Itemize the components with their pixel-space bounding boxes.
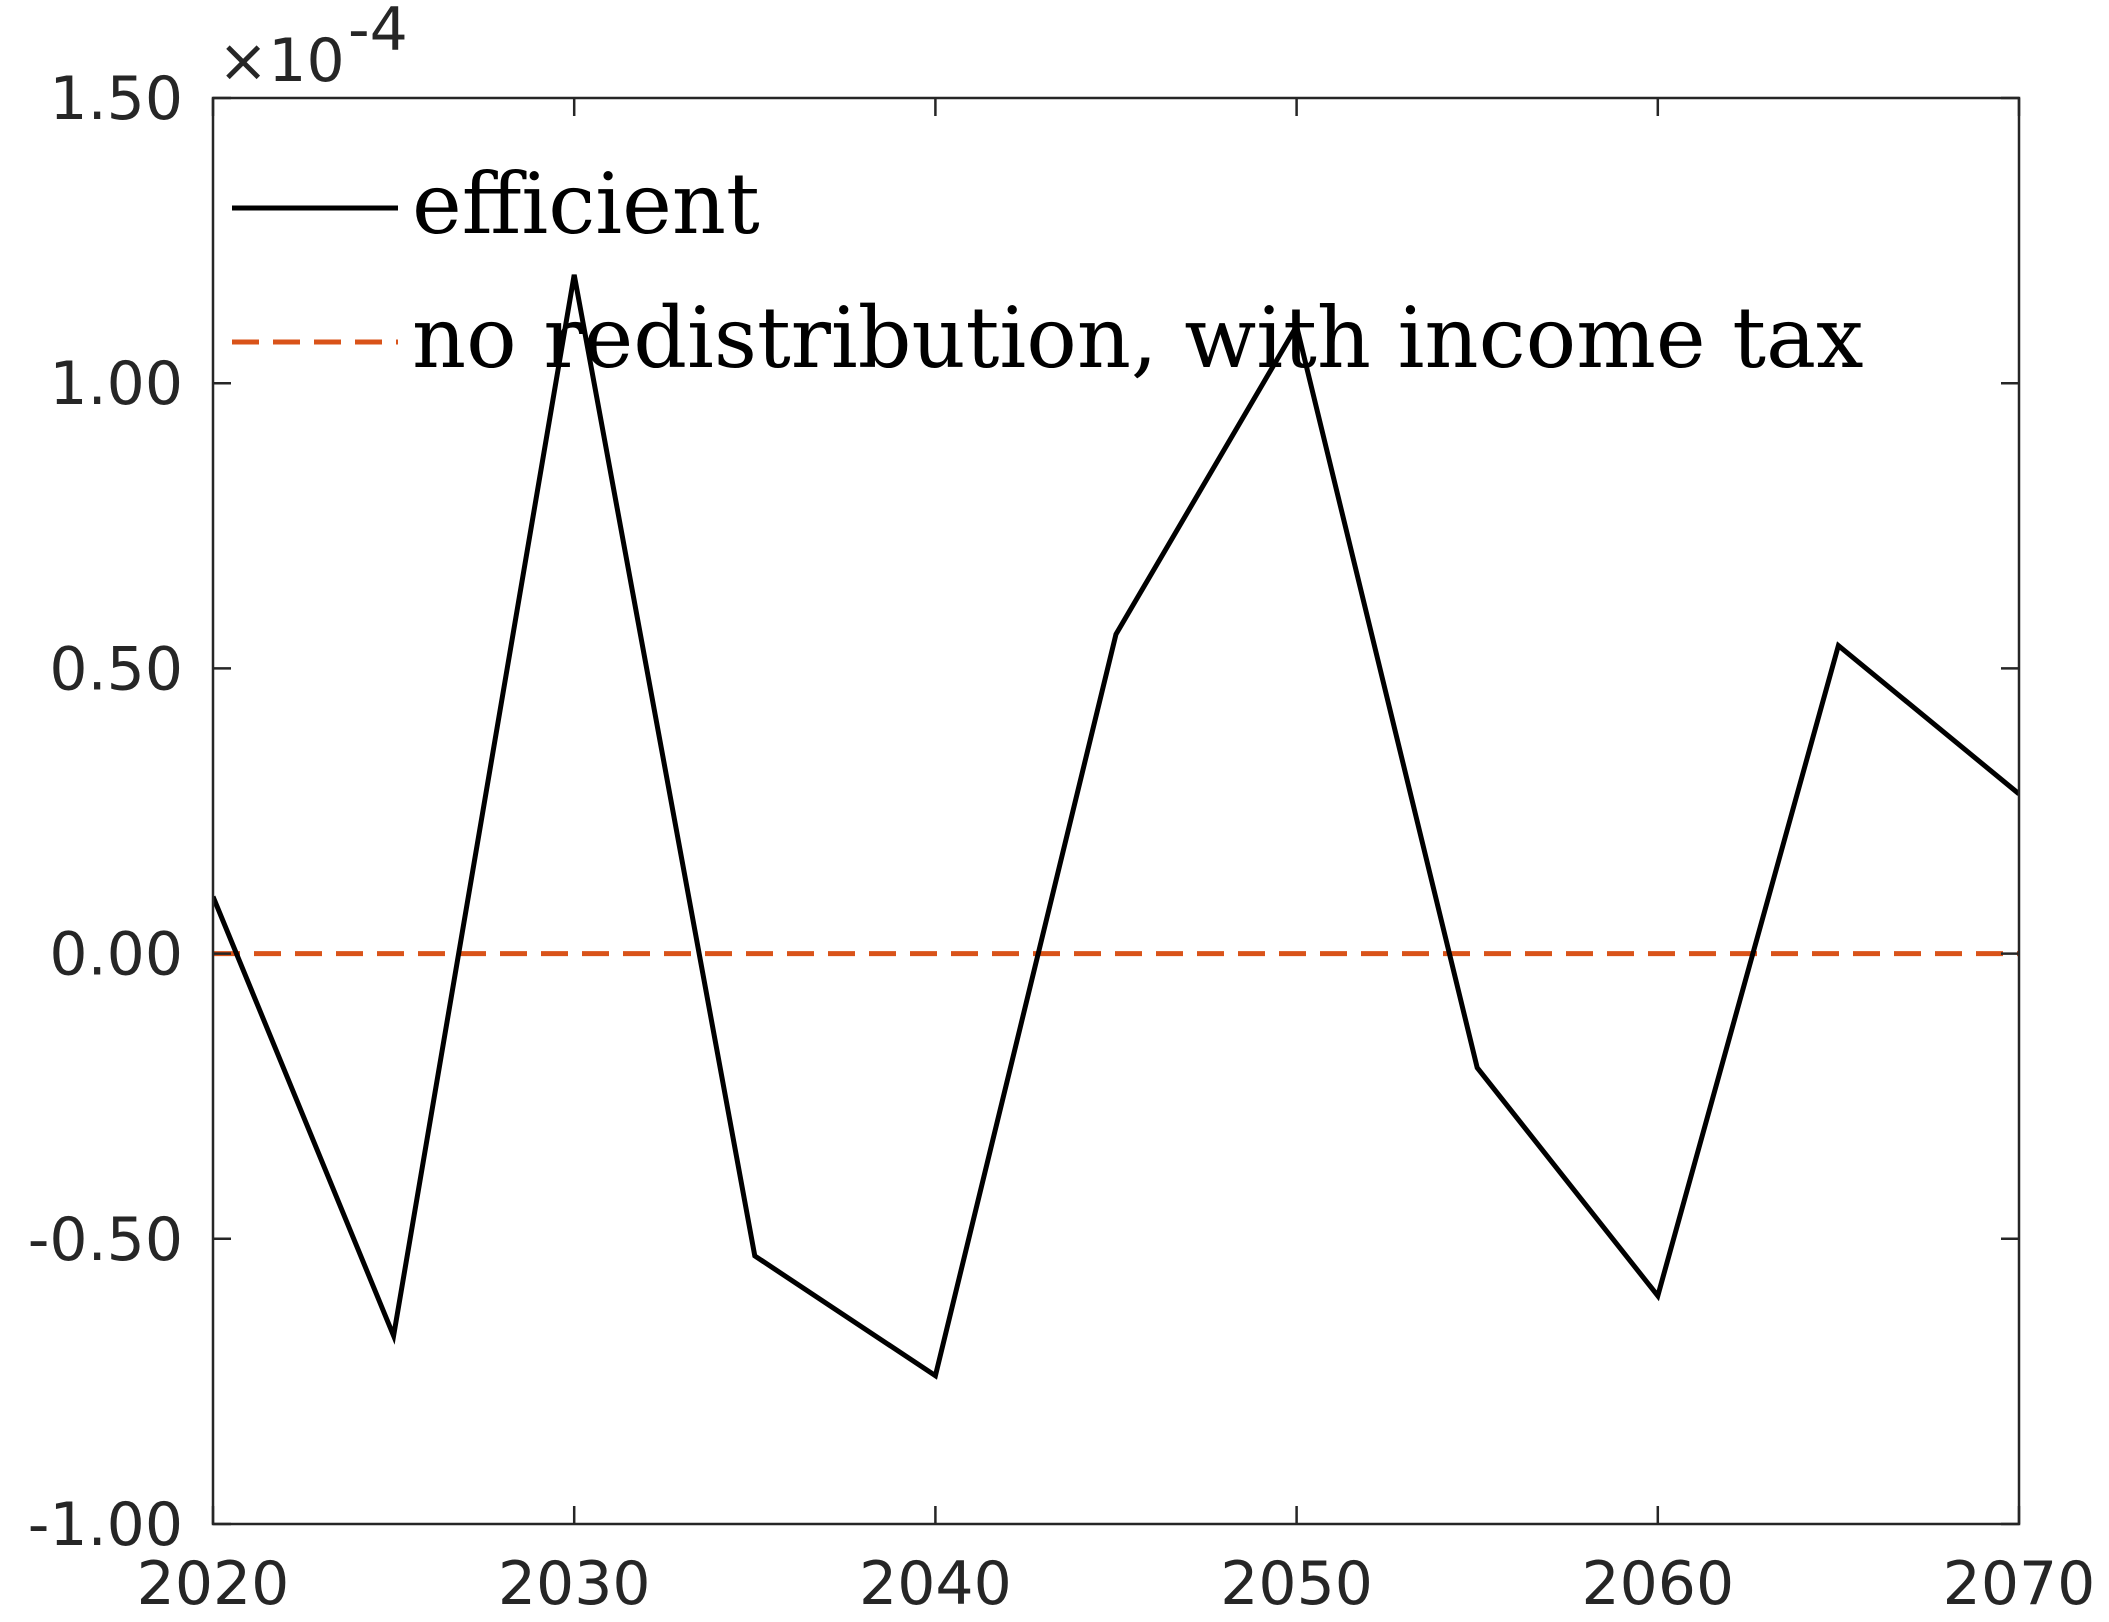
tick-labels: 2020 2030 2040 2050 2060 2070 -1.00 -0.50 0.00 0.… [28,64,2096,1619]
axes-box [211,96,2021,1526]
x-tick-label: 2060 [1581,1549,1734,1619]
axes [211,96,2021,1526]
y-tick-label: 0.00 [49,920,183,990]
y-tick-label: 1.00 [49,349,183,419]
x-tick-label: 2020 [137,1549,290,1619]
legend-label-2: no redistribution, with income tax [412,289,1864,387]
x-tick-label: 2050 [1220,1549,1373,1619]
y-tick-label: -1.00 [28,1490,183,1560]
y-tick-label: 0.50 [49,634,183,704]
x-tick-label: 2070 [1943,1549,2096,1619]
series-line-efficient [213,274,2019,1380]
x-tick-label: 2030 [498,1549,651,1619]
legend: efficient no redistribution, with income … [232,155,1864,387]
y-multiplier-exponent: -4 [348,0,408,65]
y-tick-label: -0.50 [28,1205,183,1275]
plot-background [213,98,2019,1524]
x-tick-label: 2040 [859,1549,1012,1619]
series-layer [213,274,2019,1380]
y-multiplier-base: ×10 [218,26,345,96]
y-axis-multiplier: ×10 -4 [218,0,408,96]
legend-label-1: efficient [412,155,760,253]
tick-marks [211,96,2021,1526]
plot-area [213,98,2019,1524]
y-tick-label: 1.50 [49,64,183,134]
